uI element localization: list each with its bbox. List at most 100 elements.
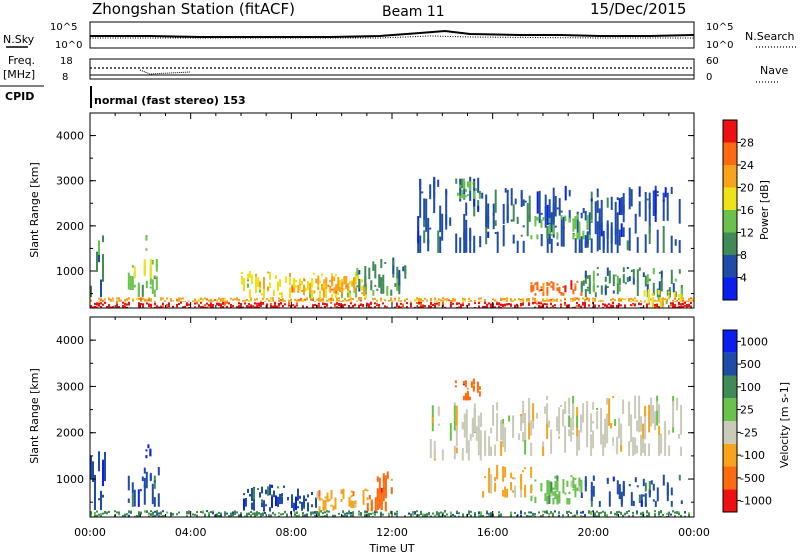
- data-cell: [247, 283, 249, 288]
- data-cell: [478, 386, 481, 390]
- data-cell: [570, 417, 573, 442]
- data-cell: [222, 297, 224, 300]
- data-cell: [230, 512, 232, 516]
- data-cell: [166, 511, 168, 514]
- data-cell: [126, 513, 128, 516]
- data-cell: [546, 291, 549, 296]
- data-cell: [610, 304, 612, 307]
- colorbar-tick-label: -1000: [740, 495, 772, 508]
- data-cell: [480, 297, 482, 300]
- data-cell: [542, 446, 545, 456]
- data-cell: [446, 513, 448, 516]
- data-cell: [124, 302, 126, 305]
- x-tick-label: 00:00: [678, 526, 710, 539]
- data-cell: [329, 279, 332, 283]
- data-cell: [686, 300, 688, 302]
- data-cell: [640, 515, 642, 517]
- data-cell: [552, 512, 554, 516]
- data-cell: [410, 514, 412, 517]
- data-cell: [651, 292, 654, 296]
- data-cell: [220, 305, 222, 308]
- data-cell: [168, 305, 170, 308]
- data-cell: [612, 300, 614, 302]
- data-cell: [332, 514, 334, 517]
- data-cell: [678, 199, 681, 224]
- colorbar-tick-label: 28: [740, 137, 754, 150]
- data-cell: [259, 281, 261, 288]
- colorbar-swatch: [723, 489, 737, 512]
- data-cell: [326, 303, 328, 306]
- data-cell: [588, 297, 590, 300]
- colorbar-swatch: [723, 277, 737, 300]
- data-cell: [210, 306, 212, 308]
- data-cell: [164, 300, 166, 302]
- data-cell: [690, 302, 692, 304]
- data-cell: [368, 512, 370, 515]
- data-cell: [208, 511, 210, 514]
- data-cell: [586, 231, 589, 245]
- data-cell: [657, 290, 660, 295]
- beam-label: Beam 11: [382, 4, 445, 20]
- data-cell: [612, 306, 614, 308]
- data-cell: [550, 429, 553, 454]
- data-cell: [548, 300, 550, 302]
- data-cell: [690, 297, 692, 300]
- data-cell: [452, 513, 454, 516]
- data-cell: [632, 500, 635, 507]
- data-cell: [309, 282, 312, 292]
- data-cell: [662, 199, 665, 202]
- data-cell: [376, 511, 378, 514]
- colorbar-swatch: [723, 375, 737, 399]
- data-cell: [632, 277, 635, 285]
- data-cell: [256, 302, 258, 305]
- data-cell: [312, 306, 314, 308]
- data-cell: [628, 227, 631, 251]
- data-cell: [548, 231, 551, 240]
- data-cell: [654, 299, 656, 302]
- data-cell: [438, 515, 440, 517]
- data-cell: [240, 302, 242, 306]
- data-cell: [465, 428, 468, 454]
- data-cell: [310, 513, 312, 516]
- data-cell: [628, 484, 631, 487]
- data-cell: [126, 303, 128, 306]
- data-cell: [494, 477, 497, 482]
- data-cell: [384, 299, 386, 302]
- data-cell: [282, 304, 284, 307]
- data-cell: [94, 305, 96, 308]
- data-cell: [276, 305, 278, 308]
- data-cell: [626, 267, 629, 269]
- data-cell: [548, 420, 551, 428]
- data-cell: [620, 423, 623, 445]
- data-cell: [664, 423, 667, 442]
- data-cell: [634, 303, 636, 307]
- data-cell: [506, 189, 509, 221]
- data-cell: [271, 494, 273, 508]
- data-cell: [471, 423, 474, 430]
- data-cell: [516, 240, 519, 253]
- data-cell: [612, 302, 614, 304]
- data-cell: [300, 299, 302, 302]
- data-cell: [311, 293, 313, 299]
- data-cell: [578, 430, 581, 451]
- data-cell: [586, 289, 589, 292]
- data-cell: [492, 298, 494, 301]
- data-cell: [278, 302, 280, 305]
- data-cell: [546, 204, 549, 225]
- data-cell: [342, 300, 344, 302]
- data-cell: [250, 514, 252, 517]
- data-cell: [520, 303, 522, 307]
- data-cell: [298, 514, 300, 517]
- data-cell: [538, 301, 540, 305]
- data-cell: [344, 513, 346, 517]
- data-cell: [646, 284, 649, 292]
- data-cell: [502, 298, 504, 301]
- data-cell: [410, 302, 412, 305]
- data-cell: [484, 476, 487, 479]
- data-cell: [350, 500, 353, 508]
- data-cell: [206, 306, 208, 308]
- data-cell: [384, 501, 387, 512]
- data-cell: [686, 303, 688, 306]
- data-cell: [480, 301, 482, 302]
